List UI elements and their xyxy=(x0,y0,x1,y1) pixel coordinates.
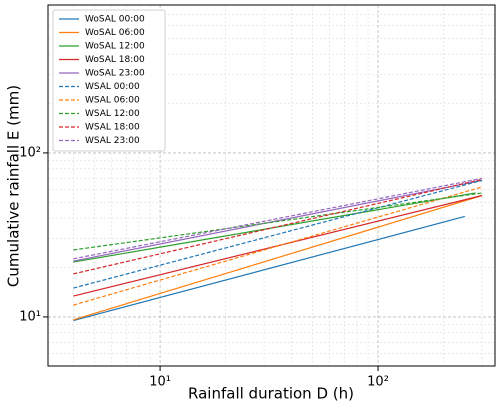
legend-label: WSAL 12:00 xyxy=(85,109,140,119)
legend-label: WoSAL 06:00 xyxy=(85,28,145,38)
legend-label: WSAL 18:00 xyxy=(85,123,140,133)
line xyxy=(73,194,483,321)
y-axis-label: Cumulative rainfall E (mm) xyxy=(5,85,23,287)
legend-label: WSAL 00:00 xyxy=(85,82,140,92)
x-tick-label: 10¹ xyxy=(149,375,171,390)
legend-label: WoSAL 18:00 xyxy=(85,55,145,65)
legend-label: WoSAL 12:00 xyxy=(85,42,145,52)
legend-label: WoSAL 00:00 xyxy=(85,15,145,25)
x-tick-label: 10² xyxy=(367,375,389,390)
y-tick-label: 10² xyxy=(19,145,41,160)
plot-frame xyxy=(47,4,496,367)
y-tick-label: 10¹ xyxy=(19,309,41,324)
line xyxy=(73,179,483,262)
legend-label: WoSAL 23:00 xyxy=(85,69,145,79)
line xyxy=(73,178,483,275)
x-axis-label: Rainfall duration D (h) xyxy=(188,385,354,403)
legend-box xyxy=(52,9,166,152)
line xyxy=(73,215,465,322)
line xyxy=(73,179,483,289)
legend-label: WSAL 23:00 xyxy=(85,136,140,146)
line xyxy=(73,177,483,260)
line xyxy=(73,192,483,251)
line xyxy=(73,186,483,306)
legend-label: WSAL 06:00 xyxy=(85,96,140,106)
